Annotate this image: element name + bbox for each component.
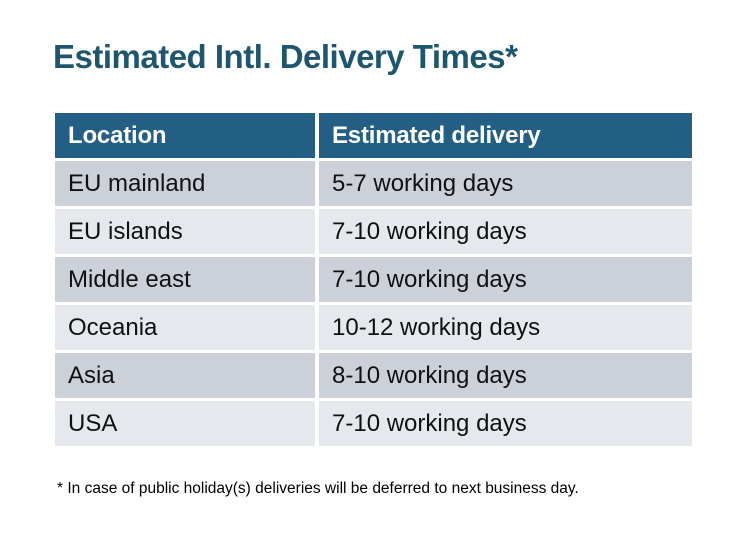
column-header-estimated-delivery: Estimated delivery: [319, 113, 692, 158]
table-cell-delivery: 8-10 working days: [319, 353, 692, 398]
table-cell-delivery: 10-12 working days: [319, 305, 692, 350]
table-cell-delivery: 7-10 working days: [319, 209, 692, 254]
table-cell-location: EU mainland: [55, 161, 315, 206]
table-cell-delivery: 5-7 working days: [319, 161, 692, 206]
table-cell-location: Asia: [55, 353, 315, 398]
table-cell-delivery: 7-10 working days: [319, 401, 692, 446]
table-cell-location: Middle east: [55, 257, 315, 302]
table-cell-delivery: 7-10 working days: [319, 257, 692, 302]
table-cell-location: USA: [55, 401, 315, 446]
delivery-times-table: Location Estimated delivery EU mainland …: [55, 113, 692, 446]
column-header-location: Location: [55, 113, 315, 158]
table-cell-location: EU islands: [55, 209, 315, 254]
table-cell-location: Oceania: [55, 305, 315, 350]
footnote: * In case of public holiday(s) deliverie…: [57, 480, 579, 497]
page-title: Estimated Intl. Delivery Times*: [53, 38, 518, 75]
